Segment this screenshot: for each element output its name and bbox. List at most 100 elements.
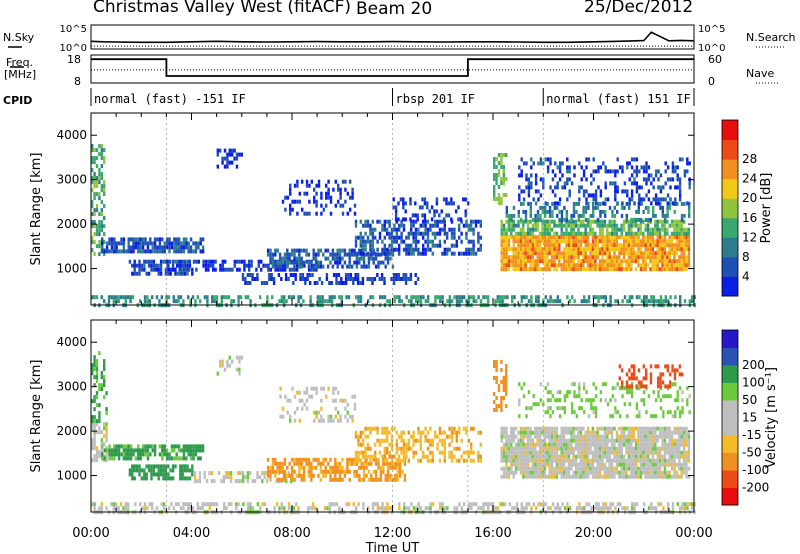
rti-cell xyxy=(524,454,527,459)
rti-cell xyxy=(230,299,233,304)
rti-cell xyxy=(615,267,619,272)
rti-cell xyxy=(283,256,287,261)
rti-cell xyxy=(582,386,586,391)
rti-cell xyxy=(198,475,202,480)
rti-cell xyxy=(450,201,453,206)
rti-cell xyxy=(622,235,626,240)
rti-cell xyxy=(570,223,573,228)
rti-cell xyxy=(604,299,607,304)
rti-cell xyxy=(268,273,271,277)
rti-cell xyxy=(152,464,156,469)
rti-cell xyxy=(579,247,583,252)
rti-cell xyxy=(161,452,164,457)
rti-cell xyxy=(103,442,106,447)
rti-cell xyxy=(500,259,503,264)
rti-cell xyxy=(292,281,295,285)
rti-cell xyxy=(183,271,187,276)
rti-cell xyxy=(652,209,655,214)
rti-cell xyxy=(232,299,235,304)
rti-cell xyxy=(479,223,482,228)
rti-cell xyxy=(658,227,662,232)
rti-cell xyxy=(472,450,475,455)
rti-cell xyxy=(613,442,616,447)
rti-cell xyxy=(572,219,575,224)
rti-cell xyxy=(359,281,362,285)
rti-cell xyxy=(305,406,309,411)
rti-cell xyxy=(560,213,564,218)
rti-cell xyxy=(339,418,342,423)
rti-cell xyxy=(395,295,399,300)
rti-cell xyxy=(426,454,430,459)
rti-cell xyxy=(586,223,590,228)
rti-cell xyxy=(627,247,631,252)
rti-cell xyxy=(221,363,224,368)
rti-cell xyxy=(365,465,368,470)
rti-cell xyxy=(606,458,609,463)
rti-cell xyxy=(620,259,623,264)
rti-cell xyxy=(505,384,508,388)
rti-cell xyxy=(685,426,688,431)
rti-cell xyxy=(673,430,676,435)
rti-cell xyxy=(676,165,679,170)
rti-cell xyxy=(534,470,537,475)
rti-cell xyxy=(563,185,567,190)
rti-cell xyxy=(448,442,451,447)
rti-cell xyxy=(180,245,183,250)
rti-cell xyxy=(362,239,365,244)
rti-cell xyxy=(615,434,619,439)
rti-cell xyxy=(675,267,679,272)
rti-cell xyxy=(265,479,269,484)
rti-cell xyxy=(594,205,597,210)
rti-cell xyxy=(201,245,205,250)
rti-cell xyxy=(338,465,342,470)
rti-cell xyxy=(93,415,96,420)
rti-cell xyxy=(364,434,367,439)
rti-cell xyxy=(260,281,264,285)
rti-cell xyxy=(627,235,631,240)
rti-cell xyxy=(163,452,166,457)
rti-cell xyxy=(336,465,339,470)
rti-cell xyxy=(150,464,153,469)
rti-cell xyxy=(402,442,406,447)
rti-cell xyxy=(301,179,304,184)
rti-cell xyxy=(338,461,342,466)
rti-cell xyxy=(443,239,446,244)
rti-cell xyxy=(500,219,503,224)
rti-cell xyxy=(574,438,578,443)
rti-cell xyxy=(598,466,602,471)
rti-cell xyxy=(247,295,250,300)
rti-cell xyxy=(630,394,634,399)
rti-cell xyxy=(638,386,641,391)
rti-cell xyxy=(93,295,96,300)
rti-cell xyxy=(95,180,99,185)
rti-cell xyxy=(543,434,547,439)
rti-cell xyxy=(374,235,377,240)
rti-cell xyxy=(578,406,581,411)
rti-cell xyxy=(597,169,600,174)
rti-cell xyxy=(574,466,578,471)
rti-cell xyxy=(310,465,313,470)
rti-cell xyxy=(651,267,655,272)
rti-cell xyxy=(362,469,366,474)
rti-cell xyxy=(659,173,663,178)
rti-cell xyxy=(412,235,415,240)
rti-cell xyxy=(582,446,585,451)
rti-cell xyxy=(512,219,515,224)
rti-cell xyxy=(229,471,233,476)
rti-cell xyxy=(505,474,508,479)
rti-cell xyxy=(637,458,640,463)
rti-cell xyxy=(675,239,679,244)
rti-cell xyxy=(160,295,163,300)
rti-cell xyxy=(317,410,321,415)
rti-cell xyxy=(261,471,264,476)
rti-cell xyxy=(346,457,349,462)
rti-cell xyxy=(100,442,103,447)
rti-cell xyxy=(332,418,335,423)
rti-cell xyxy=(538,430,542,435)
rti-cell xyxy=(644,251,647,256)
rti-cell xyxy=(357,295,360,300)
rti-cell xyxy=(632,251,635,256)
rti-cell xyxy=(133,476,136,481)
rti-cell xyxy=(176,271,180,276)
rti-cell xyxy=(141,237,145,242)
